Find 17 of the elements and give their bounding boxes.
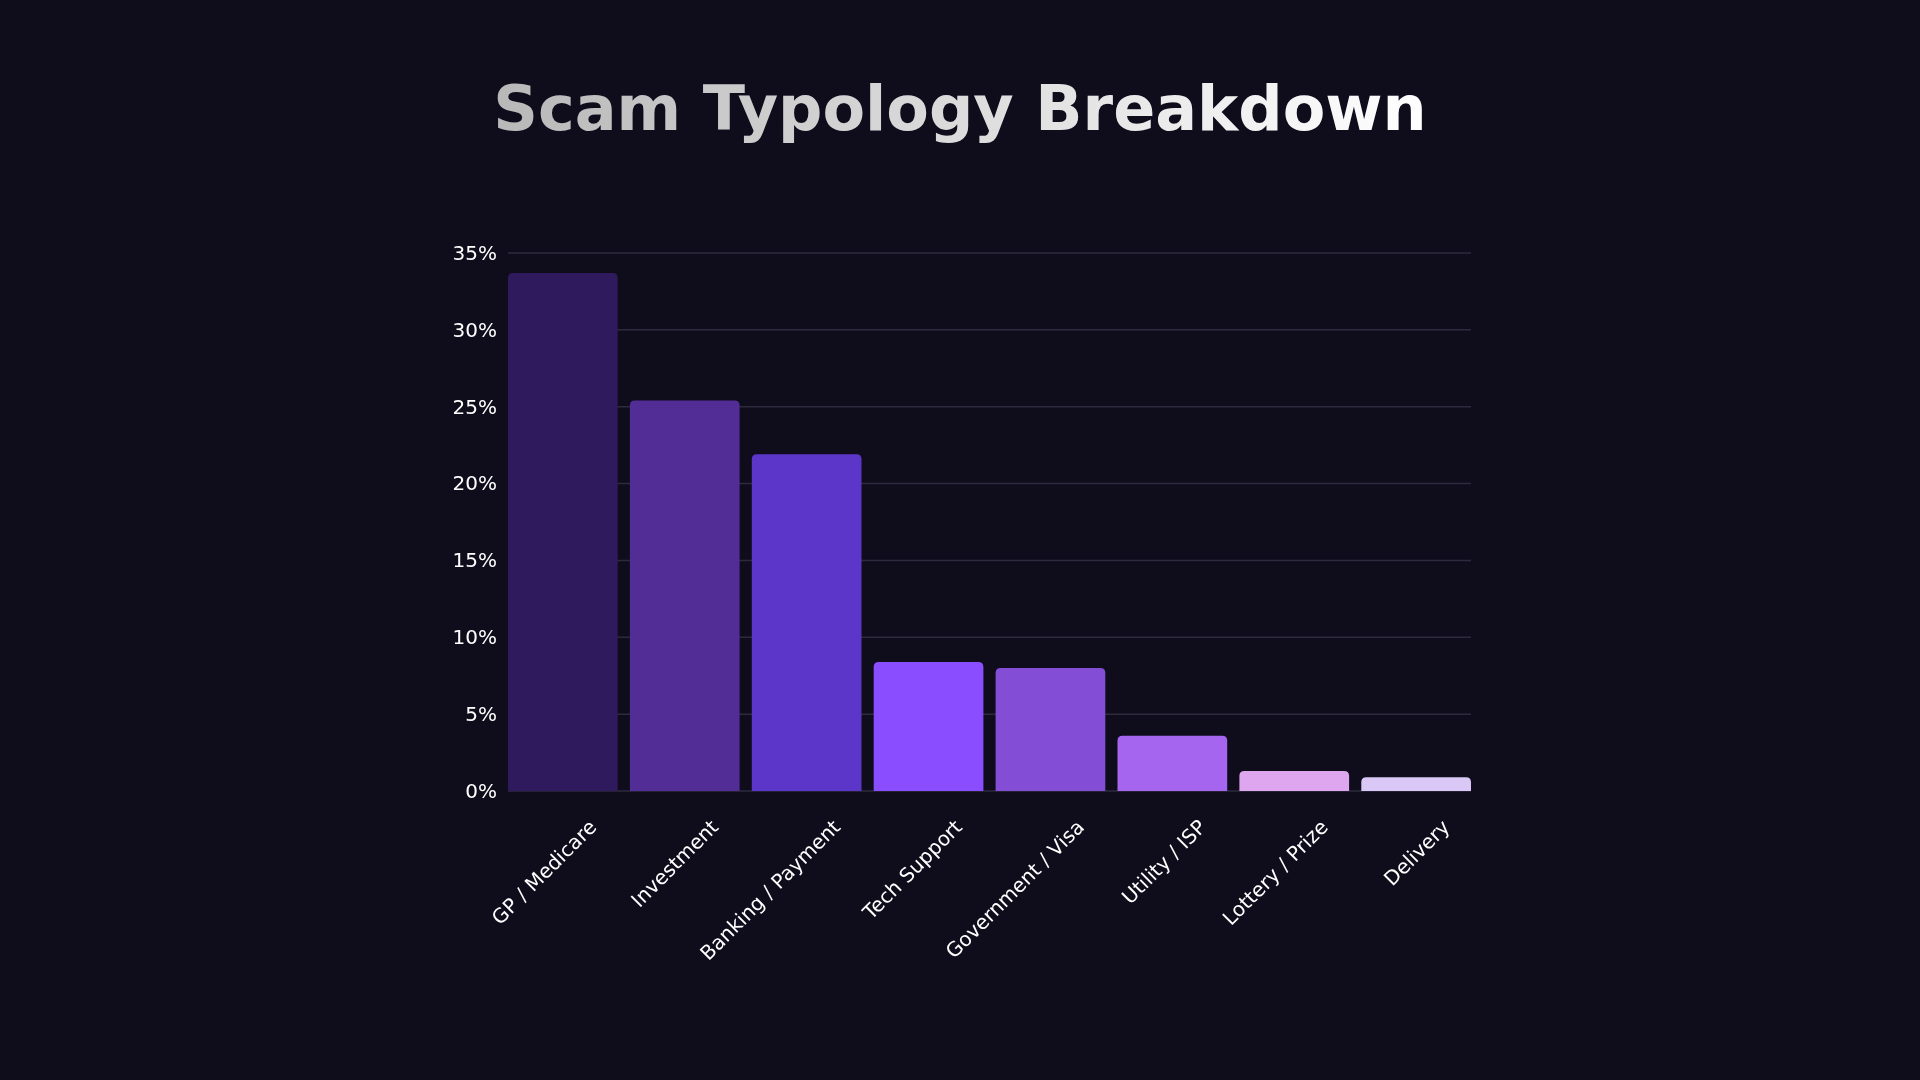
y-tick-label: 35% <box>452 240 497 265</box>
y-tick-label: 25% <box>452 394 497 419</box>
bar <box>1117 735 1228 791</box>
y-tick-label: 5% <box>465 702 497 727</box>
y-tick-label: 15% <box>452 548 497 573</box>
y-tick-label: 10% <box>452 625 497 650</box>
bar <box>1239 771 1350 791</box>
bar <box>995 668 1106 791</box>
y-tick-label: 20% <box>452 471 497 496</box>
y-tick-label: 30% <box>452 317 497 342</box>
bar <box>751 454 862 791</box>
bar <box>873 661 984 791</box>
bar <box>508 272 618 791</box>
bar <box>629 400 740 791</box>
chart-title: Scam Typology Breakdown <box>493 72 1427 145</box>
bar <box>1361 777 1471 791</box>
y-tick-label: 0% <box>465 778 497 803</box>
